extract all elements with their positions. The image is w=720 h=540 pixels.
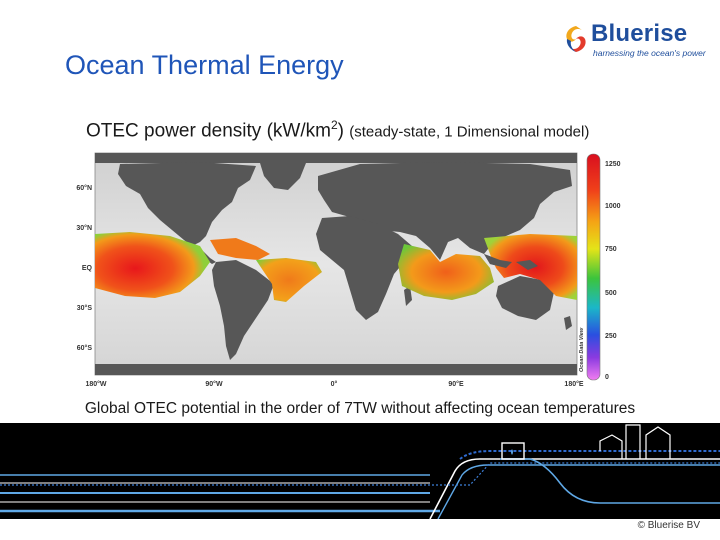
australia-land <box>496 276 554 320</box>
north-america-land <box>118 162 256 246</box>
lat-label-30s: 30°S <box>77 304 93 312</box>
map-title: OTEC power density (kW/km2) (steady-stat… <box>86 118 589 142</box>
lat-label-60n: 60°N <box>76 184 92 192</box>
lon-label-90w: 90°W <box>205 380 223 388</box>
colorbar-label: Ocean Data View <box>579 327 585 372</box>
south-america-land <box>212 260 274 360</box>
lat-label-60s: 60°S <box>77 344 93 352</box>
lon-label-0: 0° <box>331 380 338 388</box>
lat-label-eq: EQ <box>82 265 93 272</box>
map-title-note: (steady-state, 1 Dimensional model) <box>349 123 590 141</box>
map-title-main: OTEC power density (kW/km <box>86 120 331 142</box>
eurasia-land <box>318 162 572 260</box>
atlantic-zone <box>256 258 322 302</box>
antarctica-land <box>95 364 577 375</box>
madagascar-land <box>404 286 412 306</box>
east-pacific-zone <box>95 232 210 298</box>
new-zealand-land <box>564 316 572 330</box>
new-guinea-land-top <box>516 260 538 270</box>
map-title-close: ) <box>337 120 344 142</box>
bluerise-logo: Bluerise harnessing the ocean's power <box>563 20 713 60</box>
caption: Global OTEC potential in the order of 7T… <box>84 400 636 417</box>
bluerise-logo-icon <box>566 26 586 52</box>
otec-power-density-map: 60°N 30°N EQ 30°S 60°S 180°W 90°W 0° 90°… <box>60 150 638 392</box>
map-title-superscript: 2 <box>330 118 338 132</box>
indian-ocean-zone <box>398 244 494 300</box>
lat-label-30n: 30°N <box>76 224 92 232</box>
lon-label-180w: 180°W <box>85 380 106 388</box>
lon-label-180e: 180°E <box>564 380 583 388</box>
colorbar-tick-1000: 1000 <box>605 203 621 210</box>
copyright-text: © Bluerise BV <box>637 520 700 531</box>
map-svg: 60°N 30°N EQ 30°S 60°S 180°W 90°W 0° 90°… <box>76 152 621 388</box>
colorbar-tick-750: 750 <box>605 246 617 253</box>
colorbar-tick-0: 0 <box>605 374 609 381</box>
indonesia-land-top <box>484 254 512 268</box>
greenland-land <box>260 163 306 190</box>
logo-tagline: harnessing the ocean's power <box>593 48 706 58</box>
colorbar <box>586 153 601 381</box>
colorbar-tick-500: 500 <box>605 290 617 297</box>
colorbar-tick-1250: 1250 <box>605 161 621 168</box>
footer-illustration <box>0 423 720 520</box>
africa-land <box>316 216 412 320</box>
logo-name: Bluerise <box>591 20 688 47</box>
caribbean-zone <box>210 238 270 260</box>
lon-label-90e: 90°E <box>448 380 464 388</box>
colorbar-tick-250: 250 <box>605 333 617 340</box>
arctic-land <box>95 153 577 163</box>
slide-title: Ocean Thermal Energy <box>65 50 344 80</box>
